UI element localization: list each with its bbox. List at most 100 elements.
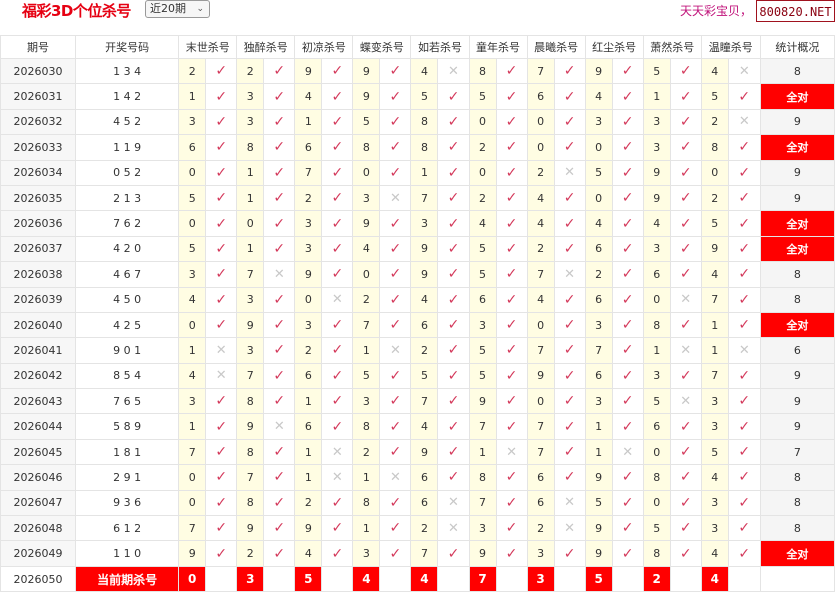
column-header: 期号 [0,35,77,59]
mark-cell: ✓ [495,540,528,567]
kill-number-cell: 5 [410,362,439,390]
period-cell: 2026046 [0,464,77,491]
kill-number-cell: 9 [352,57,381,85]
column-header: 蝶变杀号 [352,35,412,59]
kill-number-cell: 3 [352,388,381,415]
column-header: 如若杀号 [410,35,470,59]
check-icon: ✓ [389,494,402,511]
check-icon: ✓ [505,190,518,207]
column-header: 独醉杀号 [236,35,296,59]
table-row: 2026035 2 1 3 5 ✓ 1 ✓ 2 ✓ 3 ✕ 7 ✓ 2 ✓ 4 ✓ 0 ✓ 9 ✓ 2 ✓ 9 [0,184,835,212]
column-header: 温瞳杀号 [700,35,761,59]
kill-number-cell: 5 [178,235,207,263]
check-icon: ✓ [679,367,692,384]
mark-cell: ✓ [263,184,296,212]
table-row: 2026032 4 5 2 3 ✓ 3 ✓ 1 ✓ 5 ✓ 8 ✓ 0 ✓ 0 ✓ 3 ✓ 3 ✓ 2 ✕ 9 [0,108,835,136]
mark-cell: ✓ [437,311,470,339]
kill-number-cell: 7 [178,438,207,466]
kill-number-cell: 2 [352,286,381,313]
kill-number-cell: 0 [584,134,613,161]
mark-cell: ✓ [611,337,644,364]
check-icon: ✓ [563,444,576,461]
check-icon: ✓ [447,291,460,308]
kill-number-cell: 0 [178,489,207,517]
mark-cell: ✓ [495,286,528,313]
cross-icon: ✕ [564,495,576,511]
mark-cell: ✓ [263,337,296,364]
brand-logo[interactable]: 800820.NET [756,0,835,22]
mark-cell: ✓ [321,540,354,567]
mark-cell: ✓ [495,515,528,542]
check-icon: ✓ [389,215,402,232]
mark-cell: ✓ [437,438,470,466]
period-cell: 2026047 [0,489,77,517]
kill-number-cell: 4 [700,57,729,85]
kill-number-cell: 1 [178,83,207,110]
cross-icon: ✕ [680,393,692,409]
check-icon: ✓ [447,545,460,562]
check-icon: ✓ [389,88,402,105]
check-icon: ✓ [273,393,286,410]
kill-table: 期号 开奖号码 末世杀号 独醉杀号 初凉杀号 蝶变杀号 如若杀号 童年杀号 晨曦杀号 红尘杀号 萧然… [0,35,835,593]
check-icon: ✓ [389,367,402,384]
mark-cell: ✓ [263,286,296,313]
cross-icon: ✕ [622,444,634,460]
period-cell: 2026035 [0,184,77,212]
check-icon: ✓ [331,545,344,562]
kill-number-cell: 1 [236,184,265,212]
stat-cell: 9 [759,108,835,136]
kill-number-cell: 1 [352,515,381,542]
check-icon: ✓ [505,342,518,359]
table-row: 2026033 1 1 9 6 ✓ 8 ✓ 6 ✓ 8 ✓ 8 ✓ 2 ✓ 0 ✓ 0 ✓ 3 ✓ 8 ✓ 全对 [0,134,835,161]
kill-number-cell: 0 [642,489,671,517]
check-icon: ✓ [331,190,344,207]
mark-cell: ✓ [611,108,644,136]
empty-mark-cell [205,565,238,593]
mark-cell: ✓ [263,159,296,186]
mark-cell: ✓ [727,413,761,440]
mark-cell: ✓ [553,235,586,263]
draw-number-cell: 4 6 7 [75,261,180,288]
mark-cell: ✕ [669,286,702,313]
period-cell: 2026034 [0,159,77,186]
mark-cell: ✓ [669,108,702,136]
check-icon: ✓ [389,164,402,181]
mark-cell: ✓ [727,286,761,313]
stat-cell: 8 [759,286,835,313]
check-icon: ✓ [505,291,518,308]
kill-number-cell: 0 [178,464,207,491]
kill-number-cell: 8 [352,413,381,440]
kill-number-cell: 4 [700,261,729,288]
period-select[interactable]: 近20期 ⌄ [145,0,210,18]
mark-cell: ✓ [495,108,528,136]
table-header: 期号 开奖号码 末世杀号 独醉杀号 初凉杀号 蝶变杀号 如若杀号 童年杀号 晨曦杀号 红尘杀号 萧然… [0,35,835,59]
mark-cell: ✓ [727,83,761,110]
kill-number-cell: 2 [526,159,555,186]
kill-number-cell: 2 [584,261,613,288]
column-header: 红尘杀号 [584,35,644,59]
check-icon: ✓ [389,266,402,283]
kill-number-cell: 7 [294,159,323,186]
mark-cell: ✓ [437,83,470,110]
mark-cell: ✓ [379,235,412,263]
kill-number-cell: 3 [526,540,555,567]
kill-number-cell: 8 [236,134,265,161]
kill-number-cell: 5 [642,57,671,85]
mark-cell: ✓ [437,540,470,567]
check-icon: ✓ [621,342,634,359]
mark-cell: ✓ [321,261,354,288]
cross-icon: ✕ [738,63,750,79]
kill-number-cell: 2 [294,337,323,364]
mark-cell: ✓ [611,413,644,440]
mark-cell: ✕ [321,286,354,313]
mark-cell: ✕ [379,464,412,491]
mark-cell: ✓ [611,134,644,161]
mark-cell: ✓ [611,184,644,212]
cross-icon: ✕ [738,114,750,130]
draw-number-cell: 4 2 0 [75,235,180,263]
stat-cell: 9 [759,413,835,440]
mark-cell: ✓ [379,57,412,85]
check-icon: ✓ [389,63,402,80]
check-icon: ✓ [447,469,460,486]
check-icon: ✓ [447,444,460,461]
